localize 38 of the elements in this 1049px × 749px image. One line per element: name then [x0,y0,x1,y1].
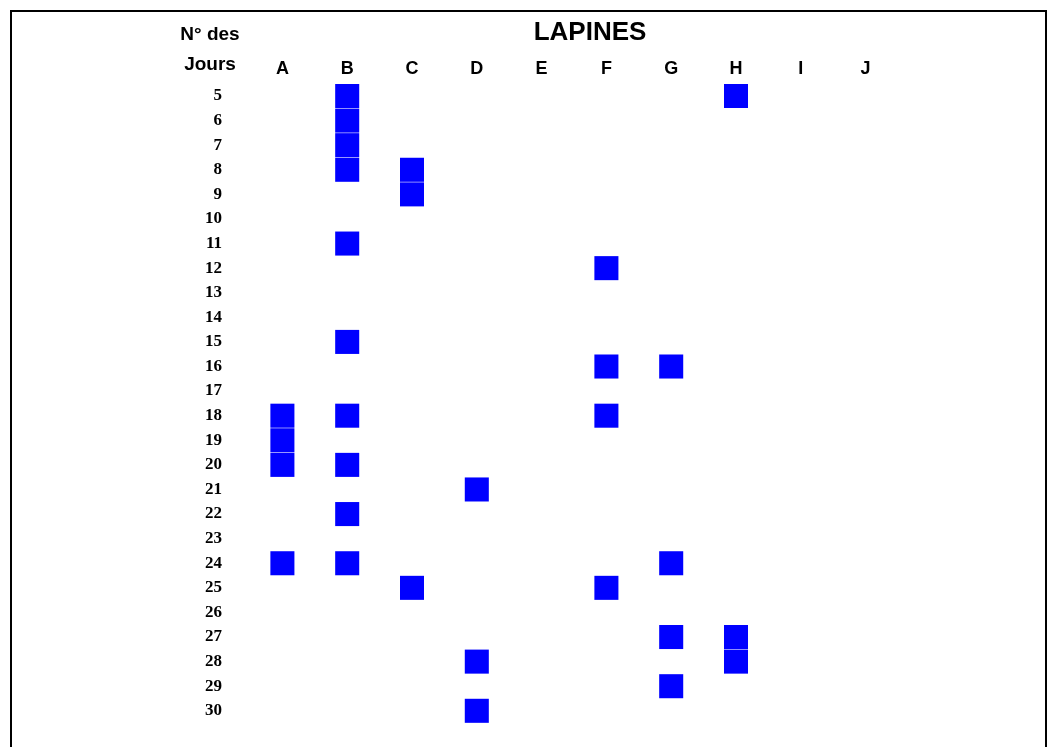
chart-title: LAPINES [533,16,647,47]
x-tick-label: J [860,58,871,79]
x-tick-label: G [664,58,679,79]
y-tick-label: 23 [205,528,222,548]
y-tick-label: 30 [205,700,222,720]
x-tick-label: E [535,58,548,79]
y-tick-label: 10 [205,208,222,228]
x-tick-label: A [275,58,289,79]
y-tick-label: 28 [205,651,222,671]
y-tick-label: 7 [213,134,223,154]
x-tick-label: H [729,58,743,79]
y-tick-label: 19 [205,429,222,449]
y-tick-label: 16 [205,355,222,375]
y-tick-label: 27 [205,626,223,646]
x-tick-label: F [600,58,612,79]
x-tick-label: C [405,58,419,79]
x-tick-label: B [340,58,354,79]
y-tick-label: 17 [205,380,223,400]
y-tick-label: 24 [205,552,223,572]
y-tick-label: 11 [205,232,222,252]
y-tick-label: 18 [205,405,222,425]
y-tick-label: 14 [205,306,223,326]
y-tick-label: 26 [205,601,222,621]
y-tick-label: 20 [205,454,222,474]
y-tick-label: 12 [205,257,222,277]
y-tick-label: 5 [213,85,222,105]
y-tick-label: 6 [213,109,222,129]
y-tick-label: 9 [213,183,222,203]
y-axis-title: N° des Jours [180,23,240,75]
x-tick-label: D [470,58,484,79]
y-tick-label: 15 [205,331,222,351]
y-tick-label: 25 [205,577,222,597]
y-tick-label: 22 [205,503,222,523]
y-tick-label: 13 [205,282,222,302]
y-tick-label: 29 [205,675,222,695]
y-tick-label: 21 [205,478,222,498]
x-tick-label: I [798,58,804,79]
y-tick-label: 8 [213,159,222,179]
